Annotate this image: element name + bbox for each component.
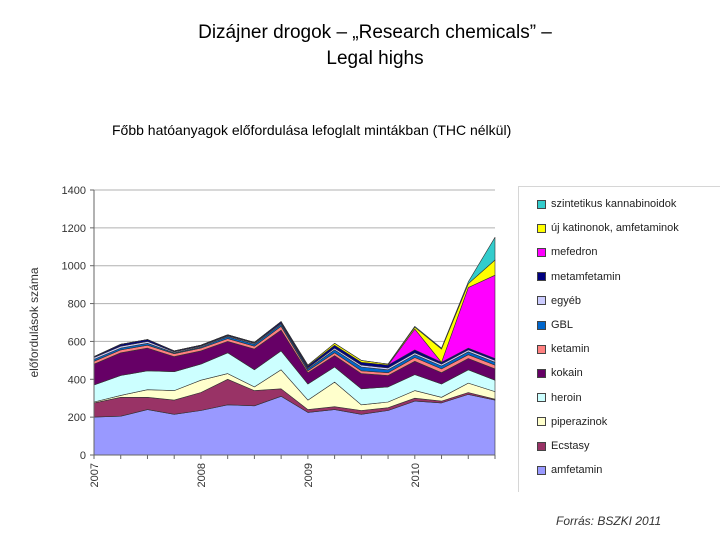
y-tick-label-200: 200 (68, 412, 86, 424)
legend-swatch (537, 441, 546, 451)
legend-label: amfetamin (551, 464, 603, 477)
legend-swatch (537, 368, 546, 378)
legend-label: Ecstasy (551, 440, 590, 452)
y-tick-label-400: 400 (68, 374, 86, 386)
legend-label: piperazinok (551, 415, 608, 428)
legend-swatch (537, 247, 546, 257)
chart-subtitle: Főbb hatóanyagok előfordulása lefoglalt … (112, 122, 512, 138)
legend-label: mefedron (551, 246, 598, 259)
legend-label: egyéb (551, 294, 581, 307)
legend-label: szintetikus kannabinoidok (551, 198, 677, 210)
legend-item: piperazinok (537, 414, 607, 430)
legend-swatch (537, 344, 546, 354)
y-tick-label-800: 800 (68, 299, 86, 311)
y-axis-label: előfordulások száma (27, 267, 41, 377)
legend-item: mefedron (537, 244, 597, 260)
legend-label: metamfetamin (551, 270, 621, 283)
legend-item: heroin (537, 390, 582, 406)
legend-swatch (537, 393, 546, 403)
legend-item: egyéb (537, 293, 581, 309)
x-tick-label-2010: 2010 (410, 463, 422, 487)
legend-label: kokain (551, 367, 583, 380)
y-tick-label-1400: 1400 (62, 185, 86, 197)
legend-label: GBL (551, 319, 574, 331)
legend-item: metamfetamin (537, 269, 621, 285)
page-title: Dizájner drogok – „Research chemicals” –… (0, 20, 720, 72)
source-note: Forrás: BSZKI 2011 (556, 514, 662, 528)
legend-item: szintetikus kannabinoidok (537, 196, 676, 212)
title-line-2: Legal highs (326, 48, 424, 69)
legend-swatch (537, 296, 546, 306)
legend-item: Ecstasy (537, 438, 590, 454)
y-tick-label-1000: 1000 (62, 261, 86, 273)
chart-legend: szintetikus kannabinoidok új katinonok, a… (518, 186, 720, 492)
legend-swatch (537, 417, 546, 427)
x-tick-label-2007: 2007 (89, 463, 101, 487)
y-tick-label-0: 0 (80, 450, 86, 462)
legend-item: új katinonok, amfetaminok (537, 220, 679, 236)
legend-label: heroin (551, 391, 582, 404)
legend-swatch (537, 272, 546, 282)
legend-item: GBL (537, 317, 573, 333)
title-line-1: Dizájner drogok – „Research chemicals” – (198, 22, 552, 43)
stacked-area-chart: 0 200 400 600 800 1000 1200 1400 2007 2008 2009 201… (27, 185, 496, 487)
legend-swatch (537, 223, 546, 233)
series-area-szintetikus-kannabinoidok (93, 237, 496, 366)
legend-swatch (537, 465, 546, 475)
legend-item: amfetamin (537, 462, 602, 478)
x-tick-label-2008: 2008 (196, 463, 208, 487)
legend-item: kokain (537, 365, 583, 381)
legend-label: új katinonok, amfetaminok (551, 222, 679, 235)
y-tick-label-1200: 1200 (62, 223, 86, 235)
legend-swatch (537, 199, 546, 209)
legend-item: ketamin (537, 341, 590, 357)
legend-label: ketamin (551, 343, 590, 356)
x-tick-label-2009: 2009 (303, 463, 315, 487)
legend-swatch (537, 320, 546, 330)
y-tick-label-600: 600 (68, 336, 86, 348)
